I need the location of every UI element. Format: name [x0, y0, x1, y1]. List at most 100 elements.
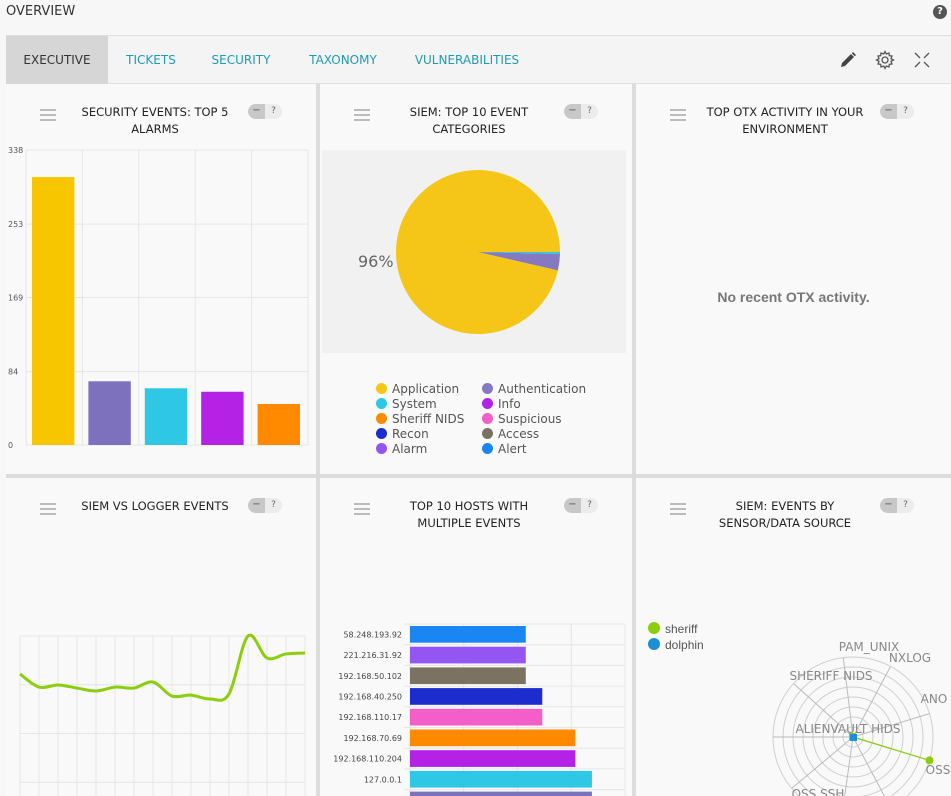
legend-item[interactable]: Authentication: [482, 382, 586, 397]
tab-vulnerabilities[interactable]: VULNERABILITIES: [414, 53, 520, 67]
legend-label: Access: [498, 427, 540, 441]
legend-item[interactable]: System: [376, 397, 437, 412]
tab-executive[interactable]: EXECUTIVE: [6, 36, 108, 84]
minimize-button[interactable]: −: [880, 104, 897, 119]
y-category-label: 192.168.110.17: [338, 713, 402, 722]
legend-swatch: [482, 413, 493, 424]
empty-state-message: No recent OTX activity.: [717, 289, 870, 305]
bar: [257, 403, 300, 445]
tab-security[interactable]: SECURITY: [211, 53, 271, 67]
legend-label: Alert: [498, 442, 527, 456]
bar: [410, 791, 592, 796]
bar: [410, 729, 576, 747]
widget-title: TOP 10 HOSTS WITH MULTIPLE EVENTS: [409, 499, 529, 530]
pencil-icon[interactable]: [836, 48, 860, 72]
bar: [144, 388, 188, 445]
radar-axis-label: NXLOG: [889, 651, 931, 665]
radar-axis-label: PAM_UNIX: [839, 640, 900, 654]
legend-label: Sheriff NIDS: [392, 412, 465, 426]
help-icon[interactable]: ?: [933, 5, 947, 19]
radar-spoke: [842, 657, 854, 738]
radar-axis-label: OSS SSH: [792, 787, 845, 796]
legend-label: Alarm: [392, 442, 428, 456]
widget-help-button[interactable]: ?: [587, 500, 592, 510]
legend-item[interactable]: dolphin: [648, 638, 704, 653]
pie-slice: [478, 252, 560, 271]
widget-top10-hosts: TOP 10 HOSTS WITH MULTIPLE EVENTS − ? 03…: [320, 478, 632, 796]
alarms-bar-chart: 0 84 169 253 338: [8, 146, 309, 450]
widget-menu-icon[interactable]: [354, 109, 370, 121]
legend-item[interactable]: Application: [376, 382, 459, 397]
tab-taxonomy[interactable]: TAXONOMY: [309, 53, 377, 67]
widget-siem-vs-logger: SIEM VS LOGGER EVENTS − ? 21h22h23h0h1h2…: [6, 478, 316, 796]
widget-help-button[interactable]: ?: [271, 106, 276, 116]
radar-series-sheriff: [852, 736, 930, 761]
widget-help-button[interactable]: ?: [587, 106, 592, 116]
minimize-button[interactable]: −: [248, 104, 265, 119]
y-tick-label: 338: [8, 146, 23, 155]
legend-swatch: [376, 383, 387, 394]
y-category-label: 58.248.193.92: [343, 630, 402, 639]
widget-menu-icon[interactable]: [40, 109, 56, 121]
legend-swatch: [648, 622, 660, 634]
widget-title: SECURITY EVENTS: TOP 5 ALARMS: [81, 105, 229, 136]
legend-label: Suspicious: [498, 412, 562, 426]
legend-swatch: [482, 383, 493, 394]
y-category-label: 192.168.110.204: [333, 755, 402, 764]
widget-controls[interactable]: − ?: [564, 498, 598, 513]
legend-label: dolphin: [665, 638, 704, 652]
bar: [410, 750, 576, 767]
widget-menu-icon[interactable]: [670, 109, 686, 121]
radar-axis-label: ALIENVAULT HIDS: [795, 722, 900, 736]
tab-bar: EXECUTIVE TICKETS SECURITY TAXONOMY VULN…: [6, 35, 951, 84]
legend-item[interactable]: Suspicious: [482, 412, 562, 427]
widget-controls[interactable]: − ?: [248, 498, 282, 513]
bar: [410, 667, 526, 685]
widget-menu-icon[interactable]: [670, 503, 686, 515]
y-category-label: 127.0.0.1: [364, 775, 402, 784]
radar-spoke: [852, 666, 891, 738]
legend-item[interactable]: Access: [482, 427, 539, 442]
sensor-radar-chart: PAM_UNIXNXLOGANOOSSSUDOSSHOSS SSHALIENVA…: [772, 640, 951, 796]
radar-spoke: [852, 713, 930, 738]
minimize-button[interactable]: −: [564, 498, 581, 513]
minimize-button[interactable]: −: [880, 498, 897, 513]
widget-controls[interactable]: − ?: [880, 104, 914, 119]
widget-help-button[interactable]: ?: [271, 500, 276, 510]
legend-item[interactable]: Info: [482, 397, 521, 412]
legend-item[interactable]: Alarm: [376, 442, 427, 457]
legend-swatch: [482, 428, 493, 439]
minimize-button[interactable]: −: [248, 498, 265, 513]
tab-tickets[interactable]: TICKETS: [126, 53, 176, 67]
legend-item[interactable]: Recon: [376, 427, 429, 442]
y-category-label: 221.216.31.92: [343, 651, 402, 660]
gear-icon[interactable]: [873, 48, 897, 72]
fullscreen-icon[interactable]: [910, 48, 934, 72]
legend-swatch: [376, 398, 387, 409]
bar: [410, 688, 543, 705]
radar-legend: sheriff dolphin: [648, 622, 748, 662]
y-tick-label: 169: [8, 294, 23, 303]
widget-controls[interactable]: − ?: [880, 498, 914, 513]
minimize-button[interactable]: −: [564, 104, 581, 119]
y-category-label: 192.168.50.102: [338, 672, 402, 681]
widget-help-button[interactable]: ?: [903, 106, 908, 116]
legend-swatch: [376, 413, 387, 424]
y-tick-label: 253: [8, 220, 23, 229]
widget-controls[interactable]: − ?: [564, 104, 598, 119]
widget-help-button[interactable]: ?: [903, 500, 908, 510]
widget-title: TOP OTX ACTIVITY IN YOUR ENVIRONMENT: [706, 105, 864, 136]
widget-menu-icon[interactable]: [40, 503, 56, 515]
categories-pie-chart: 96%: [358, 170, 560, 334]
pie-data-label: 96%: [358, 252, 394, 271]
widget-menu-icon[interactable]: [354, 503, 370, 515]
radar-axis-label: OSS: [926, 763, 951, 777]
widget-title: SIEM VS LOGGER EVENTS: [81, 499, 229, 513]
legend-label: Recon: [392, 427, 429, 441]
legend-label: sheriff: [665, 622, 698, 636]
legend-item[interactable]: sheriff: [648, 622, 697, 637]
legend-item[interactable]: Sheriff NIDS: [376, 412, 464, 427]
radar-point: [925, 756, 934, 765]
widget-controls[interactable]: − ?: [248, 104, 282, 119]
legend-item[interactable]: Alert: [482, 442, 527, 457]
